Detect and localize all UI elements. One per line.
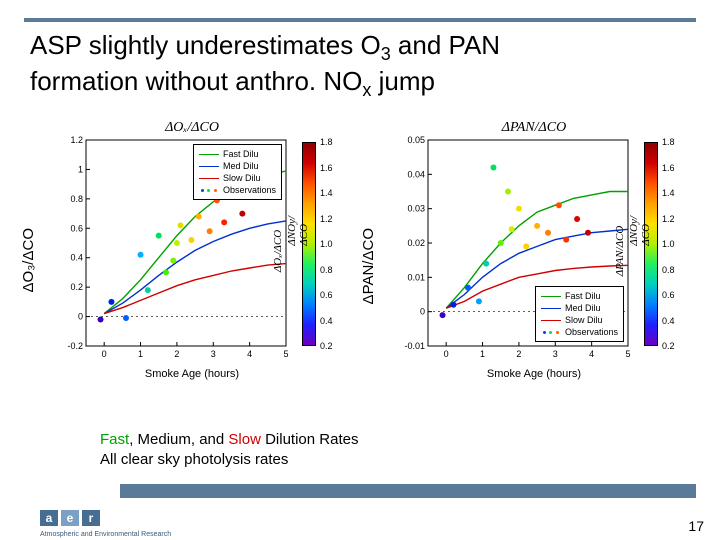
logo-subtext: Atmospheric and Environmental Research	[40, 531, 171, 538]
right-chart-title: ΔPAN/ΔCO	[394, 120, 674, 136]
page-number: 17	[688, 518, 704, 534]
svg-text:0.03: 0.03	[407, 204, 425, 214]
colorbar-tick: 0.8	[320, 265, 333, 275]
svg-text:1.2: 1.2	[70, 136, 83, 145]
colorbar-label: ΔNOy/ΔCO	[628, 216, 652, 246]
title-line1-pre: ASP slightly underestimates O	[30, 30, 381, 60]
title-line2-post: jump	[371, 66, 435, 96]
internal-y-label: ΔPAN/ΔCO	[614, 226, 626, 277]
svg-text:4: 4	[589, 349, 594, 359]
colorbar-tick: 0.2	[320, 341, 333, 351]
colorbar-tick: 1.4	[320, 188, 333, 198]
svg-text:0.4: 0.4	[70, 253, 83, 263]
svg-text:0.2: 0.2	[70, 282, 83, 292]
right-plot-area: 0 1 2 3 4 5 -0.01 0 0.01 0.02 0.03 0.04 0.05 ΔPAN/ΔCO…	[394, 136, 634, 366]
svg-text:0.8: 0.8	[70, 194, 83, 204]
svg-text:-0.01: -0.01	[404, 341, 425, 351]
colorbar-tick: 1.6	[662, 163, 675, 173]
svg-text:5: 5	[283, 349, 288, 359]
colorbar-tick: 0.6	[662, 290, 675, 300]
svg-text:3: 3	[553, 349, 558, 359]
right-y-label-external: ΔPAN/ΔCO	[360, 228, 377, 304]
colorbar-tick: 1.0	[662, 239, 675, 249]
left-x-label: Smoke Age (hours)	[52, 368, 332, 380]
internal-y-label: ΔOₓ/ΔCO	[272, 230, 284, 272]
colorbar-tick: 1.2	[662, 214, 675, 224]
caption-slow: Slow	[228, 431, 261, 448]
svg-text:0.02: 0.02	[407, 238, 425, 248]
caption-mid2: Dilution Rates	[261, 431, 359, 448]
svg-text:0: 0	[102, 349, 107, 359]
legend: Fast DiluMed DiluSlow DiluObservations	[535, 286, 624, 342]
svg-text:1: 1	[138, 349, 143, 359]
left-chart-title: ΔOₓ/ΔCO	[52, 120, 332, 136]
title-line1-sub: 3	[381, 44, 391, 64]
logo-a: a	[40, 510, 58, 526]
left-plot-area: 0 1 2 3 4 5 -0.2 0 0.2 0.4 0.6 0.8 1 1.2 ΔOₓ/ΔCO Fast D…	[52, 136, 292, 366]
svg-text:4: 4	[247, 349, 252, 359]
colorbar-tick: 0.4	[320, 316, 333, 326]
svg-text:5: 5	[625, 349, 630, 359]
chart-left: ΔOₓ/ΔCO 012345-0.200.20.40.60.811.2ΔOₓ/Δ…	[52, 120, 332, 415]
colorbar-tick: 1.4	[662, 188, 675, 198]
colorbar-tick: 1.6	[320, 163, 333, 173]
header-rule	[24, 18, 696, 22]
colorbar-tick: 0.4	[662, 316, 675, 326]
svg-text:0.01: 0.01	[407, 272, 425, 282]
caption: Fast, Medium, and Slow Dilution Rates Al…	[100, 430, 358, 471]
colorbar-tick: 1.8	[320, 137, 333, 147]
svg-text:2: 2	[174, 349, 179, 359]
chart-right: ΔPAN/ΔCO 0 1 2 3 4 5 -0.01 0 0.01 0.02 0.03 0.04 0.0…	[394, 120, 674, 415]
colorbar-tick: 1.8	[662, 137, 675, 147]
footer-rule	[120, 484, 696, 498]
colorbar-tick: 1.2	[320, 214, 333, 224]
logo-r: r	[82, 510, 100, 526]
caption-mid1: , Medium, and	[129, 431, 228, 448]
svg-text:0: 0	[444, 349, 449, 359]
charts-container: ΔO₃/ΔCO ΔOₓ/ΔCO 012345-0.200.20.40.60.81…	[34, 120, 680, 415]
svg-text:1: 1	[78, 164, 83, 174]
right-x-label: Smoke Age (hours)	[394, 368, 674, 380]
aer-logo: a e r	[40, 510, 100, 526]
svg-text:3: 3	[211, 349, 216, 359]
svg-text:0.05: 0.05	[407, 136, 425, 145]
svg-text:2: 2	[516, 349, 521, 359]
colorbar-tick: 1.0	[320, 239, 333, 249]
slide-title: ASP slightly underestimates O3 and PAN f…	[30, 30, 670, 102]
colorbar-label: ΔNOy/ΔCO	[286, 216, 310, 246]
title-line1-post: and PAN	[391, 30, 500, 60]
svg-text:0: 0	[420, 307, 425, 317]
svg-text:0.04: 0.04	[407, 169, 425, 179]
legend: Fast DiluMed DiluSlow DiluObservations	[193, 144, 282, 200]
svg-text:1: 1	[480, 349, 485, 359]
svg-text:-0.2: -0.2	[67, 341, 83, 351]
svg-text:0: 0	[78, 312, 83, 322]
colorbar-tick: 0.8	[662, 265, 675, 275]
svg-text:0.6: 0.6	[70, 223, 83, 233]
caption-fast: Fast	[100, 431, 129, 448]
logo-e: e	[61, 510, 79, 526]
colorbar-tick: 0.2	[662, 341, 675, 351]
title-line2-pre: formation without anthro. NO	[30, 66, 362, 96]
left-y-label-external: ΔO₃/ΔCO	[20, 228, 37, 292]
colorbar-tick: 0.6	[320, 290, 333, 300]
caption-line2: All clear sky photolysis rates	[100, 451, 288, 468]
